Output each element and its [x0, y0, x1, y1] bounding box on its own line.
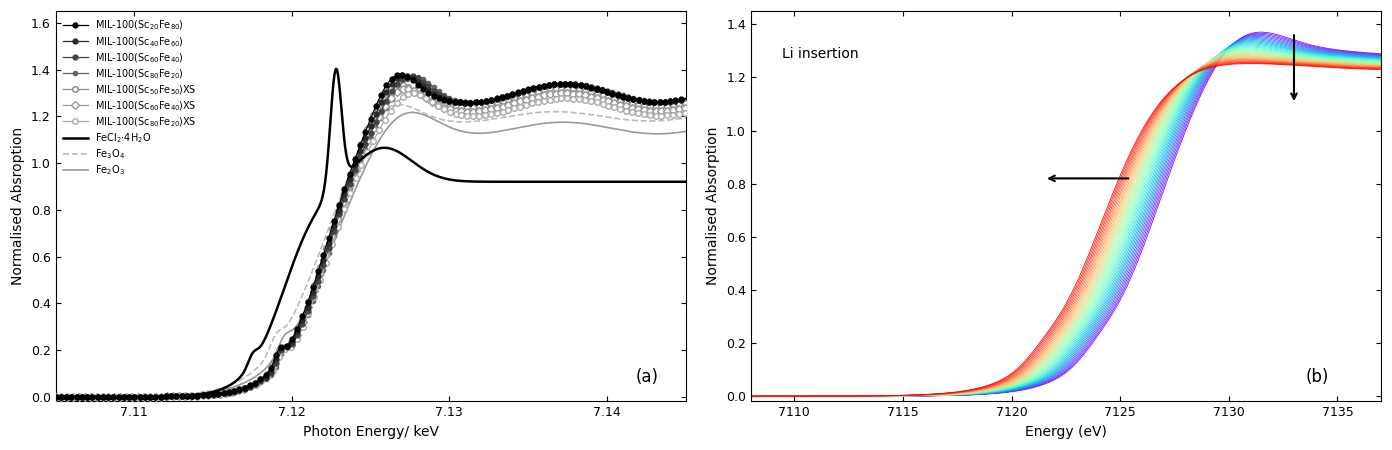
Legend: MIL-100(Sc$_{20}$Fe$_{80}$), MIL-100(Sc$_{40}$Fe$_{60}$), MIL-100(Sc$_{60}$Fe$_{: MIL-100(Sc$_{20}$Fe$_{80}$), MIL-100(Sc$… — [60, 16, 200, 180]
Y-axis label: Normalised Absorption: Normalised Absorption — [706, 127, 721, 285]
Text: Li insertion: Li insertion — [782, 47, 859, 61]
X-axis label: Energy (eV): Energy (eV) — [1025, 425, 1107, 439]
Text: (a): (a) — [635, 368, 658, 386]
X-axis label: Photon Energy/ keV: Photon Energy/ keV — [302, 425, 438, 439]
Text: (b): (b) — [1306, 368, 1328, 386]
Y-axis label: Normalised Absroption: Normalised Absroption — [11, 127, 25, 285]
